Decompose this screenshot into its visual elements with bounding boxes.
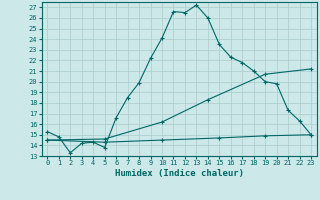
X-axis label: Humidex (Indice chaleur): Humidex (Indice chaleur) bbox=[115, 169, 244, 178]
